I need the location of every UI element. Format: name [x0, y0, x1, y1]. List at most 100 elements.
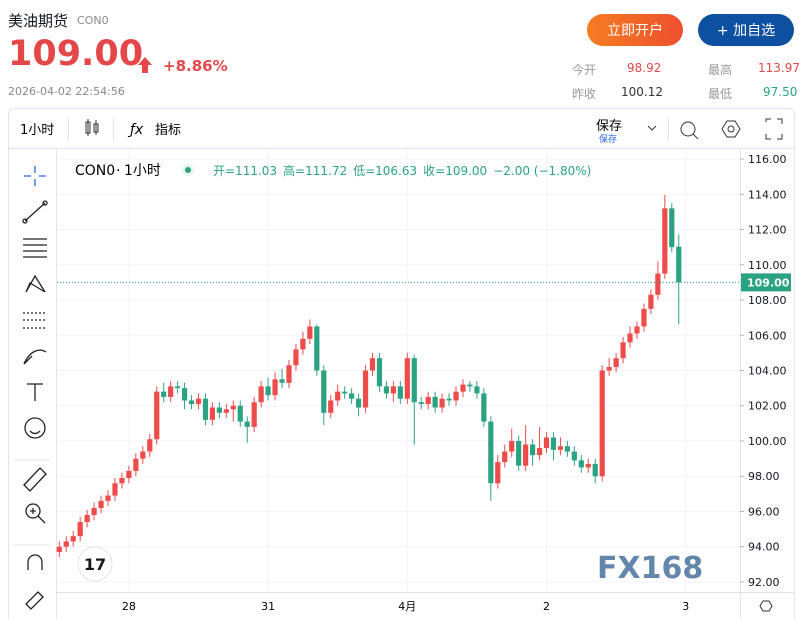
- stat-label: 昨收: [572, 87, 597, 101]
- snapshot-icon[interactable]: [680, 121, 699, 140]
- fullscreen-icon[interactable]: [765, 118, 783, 140]
- candle-body: [147, 439, 153, 452]
- candle-body: [209, 407, 216, 420]
- candle-body: [425, 396, 431, 404]
- save-button[interactable]: 保存: [596, 119, 622, 134]
- candle-body: [529, 444, 536, 456]
- candle-body: [230, 405, 236, 410]
- candle-body: [369, 358, 376, 371]
- candle-body: [195, 398, 202, 404]
- stat-label: 今开: [572, 63, 597, 77]
- change: +8.86%: [163, 57, 228, 75]
- candle-body: [488, 421, 494, 484]
- price: 109.00: [8, 34, 144, 74]
- candle-body: [98, 500, 104, 508]
- candle-body: [244, 421, 250, 427]
- stat-label: 最高: [708, 63, 733, 77]
- dropdown-icon[interactable]: [647, 125, 657, 131]
- open-account-button[interactable]: 立即开户: [587, 14, 683, 46]
- candle-body: [495, 462, 501, 484]
- x-tick-label: 31: [261, 600, 275, 613]
- candle-body: [286, 365, 292, 383]
- candle-body: [516, 440, 522, 466]
- candle-body: [550, 437, 557, 450]
- legend-interval: 1小时: [124, 163, 161, 179]
- candle-body: [175, 386, 181, 389]
- candle-body: [321, 370, 327, 413]
- add-watch-button[interactable]: + 加自选: [698, 14, 794, 46]
- svg-text:17: 17: [84, 555, 106, 574]
- candle-body: [474, 386, 480, 394]
- candle-icon[interactable]: [85, 119, 99, 136]
- legend-symbol: CON0: [75, 163, 115, 179]
- indicators-button[interactable]: 指标: [155, 123, 181, 138]
- candle-body: [676, 246, 682, 283]
- candle-body: [56, 546, 62, 552]
- candle-body: [314, 326, 320, 371]
- y-tick-label: 116.00: [748, 153, 787, 166]
- candle-body: [446, 398, 452, 401]
- candle-body: [77, 522, 83, 537]
- candle-body: [543, 437, 550, 449]
- y-tick-label: 114.00: [748, 188, 787, 201]
- candle-body: [509, 440, 515, 452]
- candle-body: [571, 451, 577, 461]
- candle-body: [279, 379, 285, 383]
- candle-body: [481, 393, 487, 422]
- candle-body: [390, 386, 396, 394]
- stat-label: 最低: [708, 87, 733, 101]
- candle-body: [181, 388, 188, 401]
- legend-value: −2.00 (−1.80%): [493, 164, 591, 178]
- drawing-tools[interactable]: [22, 166, 48, 610]
- legend-value: 高=111.72: [283, 163, 347, 178]
- candle-body: [564, 446, 570, 452]
- candle-body: [355, 398, 362, 408]
- candle-body: [140, 451, 146, 459]
- candle-body: [606, 366, 612, 371]
- candle-body: [557, 446, 564, 450]
- candle-body: [272, 379, 278, 396]
- x-tick-label: 4月: [398, 600, 416, 613]
- candle-body: [342, 391, 348, 394]
- candle-body: [126, 470, 132, 478]
- y-tick-label: 108.00: [748, 294, 787, 307]
- candle-body: [397, 386, 403, 399]
- candle-body: [613, 358, 619, 367]
- interval-button[interactable]: 1小时: [20, 123, 54, 138]
- axis-settings-icon[interactable]: [759, 600, 773, 612]
- candle-body: [662, 208, 668, 274]
- candle-body: [105, 495, 111, 501]
- candle-body: [91, 507, 97, 515]
- settings-icon[interactable]: [721, 120, 741, 138]
- watermark: FX168: [597, 551, 703, 586]
- timestamp: 2026-04-02 22:54:56: [8, 85, 125, 98]
- legend-dot: ·: [116, 163, 120, 179]
- candle-body: [251, 402, 257, 427]
- candle-body: [404, 358, 410, 399]
- candle-body: [335, 391, 341, 401]
- candle-body: [154, 391, 160, 440]
- candle-body: [453, 391, 459, 401]
- x-tick-label: 28: [122, 600, 136, 613]
- up-arrow: [138, 57, 152, 73]
- y-tick-label: 94.00: [748, 541, 780, 554]
- tv-logo: 17: [77, 546, 113, 582]
- candle-body: [620, 342, 626, 359]
- candle-body: [265, 386, 271, 396]
- save-sub: 保存: [599, 133, 617, 145]
- stat-value: 97.50: [763, 85, 798, 99]
- candle-body: [439, 398, 445, 408]
- candle-body: [168, 386, 174, 397]
- candle-body: [188, 400, 195, 404]
- y-tick-label: 112.00: [748, 224, 787, 237]
- candle-body: [460, 384, 466, 392]
- candle-body: [467, 384, 473, 387]
- last-price-badge: [741, 273, 791, 292]
- candle-body: [328, 400, 334, 413]
- candle-body: [293, 349, 299, 366]
- fx-icon[interactable]: ƒx: [127, 122, 144, 138]
- last-price-label: 109.00: [747, 276, 790, 289]
- x-tick-label: 3: [682, 600, 689, 613]
- candle-body: [349, 393, 355, 399]
